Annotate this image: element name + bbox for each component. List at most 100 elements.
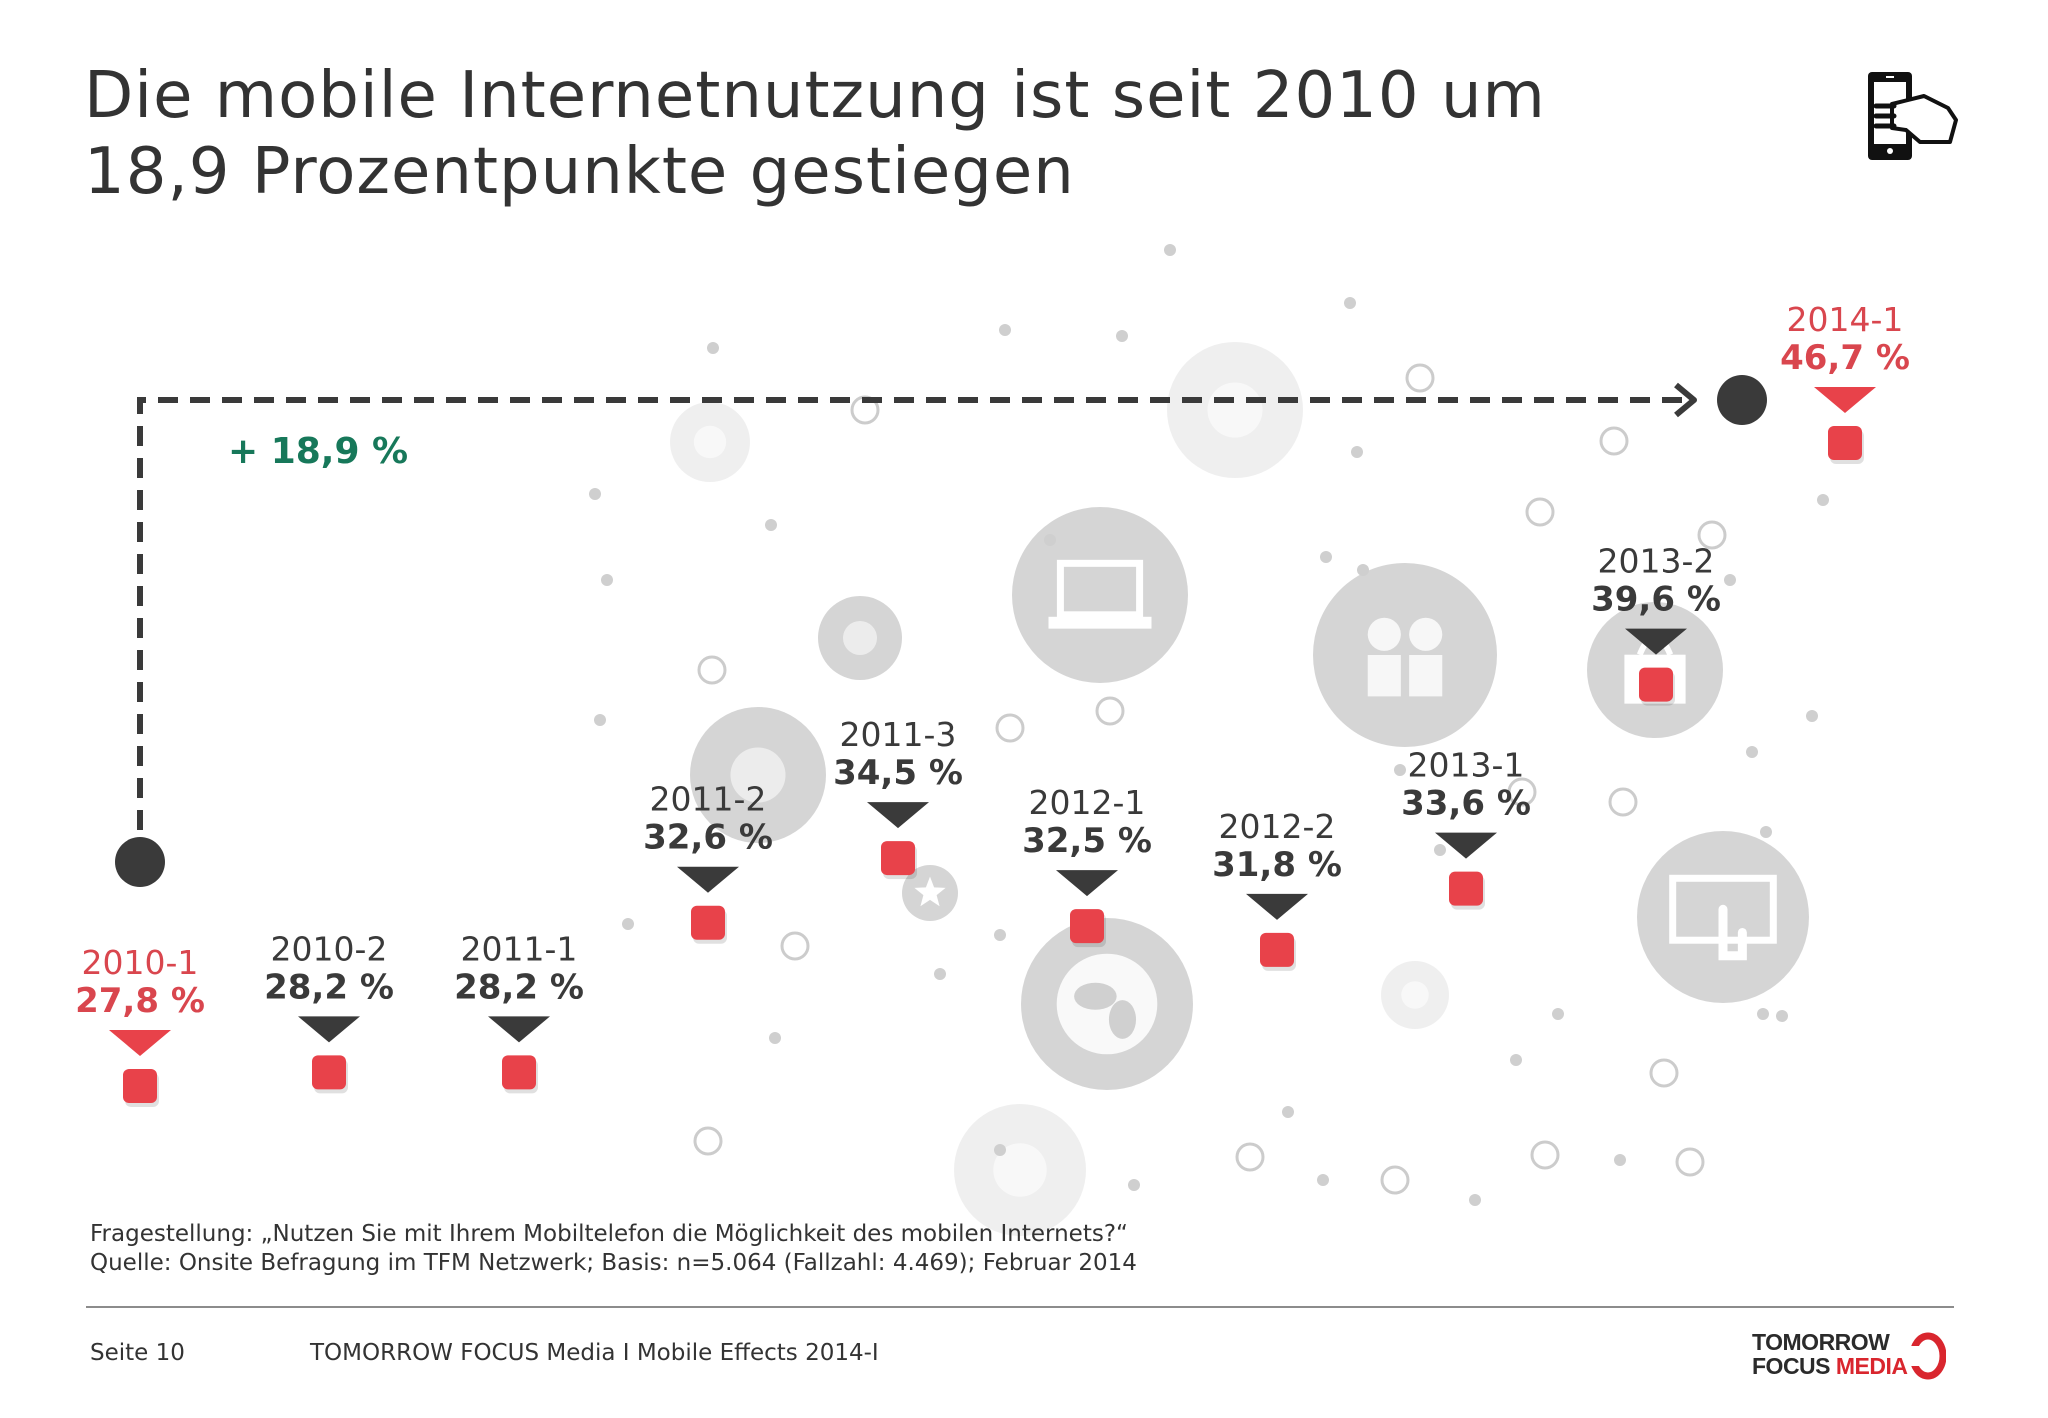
decor-ring bbox=[1095, 696, 1125, 726]
marker-2014-1 bbox=[1828, 426, 1862, 461]
page-number: Seite 10 bbox=[90, 1340, 185, 1366]
value-label-2013-1: 33,6 % bbox=[1401, 784, 1531, 824]
decor-dot bbox=[1044, 534, 1056, 546]
pointer-triangle-2010-1 bbox=[109, 1030, 171, 1056]
company-logo: TOMORROW FOCUS MEDIA bbox=[1752, 1328, 1962, 1384]
decor-dot bbox=[1357, 564, 1369, 576]
guide-end-dot bbox=[1717, 375, 1767, 425]
increase-guide-line bbox=[137, 397, 1692, 862]
decor-dot bbox=[1282, 1106, 1294, 1118]
page-title: Die mobile Internetnutzung ist seit 2010… bbox=[84, 58, 1784, 210]
laptop-icon bbox=[1012, 507, 1188, 683]
globe-icon bbox=[1021, 918, 1193, 1090]
decor-dot bbox=[589, 488, 601, 500]
decor-ring bbox=[1675, 1147, 1705, 1177]
pointer-triangle-2013-1 bbox=[1435, 832, 1497, 859]
pointer-triangle-2012-1 bbox=[1056, 870, 1118, 897]
footnote-source: Quelle: Onsite Befragung im TFM Netzwerk… bbox=[90, 1250, 1137, 1276]
category-label-2011-3: 2011-3 bbox=[840, 715, 957, 754]
decor-dot bbox=[1344, 297, 1356, 309]
marker-2011-3 bbox=[881, 841, 915, 876]
chat-icon bbox=[1167, 342, 1303, 478]
smartphone-hand-icon bbox=[1868, 72, 1958, 160]
decor-dot bbox=[1757, 1008, 1769, 1020]
decor-dot bbox=[1394, 764, 1406, 776]
data-point-2011-1: 28,2 %2011-1 bbox=[454, 929, 584, 1094]
decor-dot bbox=[765, 519, 777, 531]
logo-mark-icon bbox=[1906, 1332, 1946, 1380]
decor-dot bbox=[1552, 1008, 1564, 1020]
notepad-icon bbox=[690, 707, 826, 843]
decor-ring bbox=[1649, 1058, 1679, 1088]
bird-icon bbox=[818, 596, 902, 680]
decor-dot bbox=[994, 929, 1006, 941]
marker-2013-1 bbox=[1449, 871, 1483, 906]
decor-ring bbox=[1599, 426, 1629, 456]
decor-ring bbox=[1405, 363, 1435, 393]
music-icon bbox=[954, 1104, 1086, 1236]
footnote-question: Fragestellung: „Nutzen Sie mit Ihrem Mob… bbox=[90, 1221, 1128, 1247]
decor-ring bbox=[1380, 1165, 1410, 1195]
category-label-2013-1: 2013-1 bbox=[1408, 746, 1525, 785]
decor-ring bbox=[1507, 777, 1537, 807]
title-line-1: Die mobile Internetnutzung ist seit 2010… bbox=[84, 59, 1546, 133]
data-point-2011-3: 34,5 %2011-3 bbox=[833, 715, 963, 880]
category-label-2010-1: 2010-1 bbox=[82, 943, 199, 982]
decor-ring bbox=[1697, 520, 1727, 550]
pointer-triangle-2014-1 bbox=[1814, 387, 1876, 414]
decor-dot bbox=[707, 342, 719, 354]
decor-ring bbox=[780, 931, 810, 961]
decor-ring bbox=[693, 1126, 723, 1156]
data-point-2013-2: 39,6 %2013-2 bbox=[1591, 542, 1721, 706]
decor-dot bbox=[601, 574, 613, 586]
data-point-2011-2: 32,6 %2011-2 bbox=[643, 780, 773, 944]
category-label-2011-1: 2011-1 bbox=[461, 929, 578, 968]
decor-dot bbox=[1434, 844, 1446, 856]
report-title: TOMORROW FOCUS Media I Mobile Effects 20… bbox=[310, 1340, 879, 1366]
decor-dot bbox=[1817, 494, 1829, 506]
decor-dot bbox=[1776, 1010, 1788, 1022]
value-label-2013-2: 39,6 % bbox=[1591, 580, 1721, 620]
decor-dot bbox=[1469, 1194, 1481, 1206]
decor-dot bbox=[934, 968, 946, 980]
decor-ring bbox=[697, 655, 727, 685]
data-point-2014-1: 46,7 %2014-1 bbox=[1780, 300, 1910, 465]
data-point-2010-2: 28,2 %2010-2 bbox=[264, 929, 394, 1094]
category-label-2012-2: 2012-2 bbox=[1219, 807, 1336, 846]
category-label-2012-1: 2012-1 bbox=[1029, 783, 1146, 822]
logo-line-2: FOCUS MEDIA bbox=[1752, 1353, 1908, 1379]
increase-annotation: + 18,9 % bbox=[228, 431, 408, 472]
decor-dot bbox=[1510, 1054, 1522, 1066]
decor-ring bbox=[1525, 497, 1555, 527]
pointer-triangle-2013-2 bbox=[1625, 628, 1687, 655]
value-label-2011-2: 32,6 % bbox=[643, 818, 773, 858]
marker-2010-2 bbox=[312, 1055, 346, 1090]
bubble-icon bbox=[1381, 961, 1449, 1029]
decor-dot bbox=[1760, 826, 1772, 838]
marker-2010-1 bbox=[123, 1069, 157, 1103]
marker-2012-1 bbox=[1070, 909, 1104, 944]
data-points: 27,8 %2010-128,2 %2010-228,2 %2011-132,6… bbox=[75, 300, 1910, 1107]
pointer-triangle-2012-2 bbox=[1246, 893, 1308, 920]
data-point-2012-2: 31,8 %2012-2 bbox=[1212, 807, 1342, 971]
category-label-2010-2: 2010-2 bbox=[271, 929, 388, 968]
decor-dot bbox=[1116, 330, 1128, 342]
decor-ring bbox=[995, 713, 1025, 743]
data-point-2012-1: 32,5 %2012-1 bbox=[1022, 783, 1152, 948]
decor-dot bbox=[594, 714, 606, 726]
people-icon bbox=[1313, 563, 1497, 747]
decor-dot bbox=[1614, 1154, 1626, 1166]
decor-dot bbox=[1164, 244, 1176, 256]
data-point-2010-1: 27,8 %2010-1 bbox=[75, 943, 205, 1107]
value-label-2011-1: 28,2 % bbox=[454, 967, 584, 1007]
category-label-2011-2: 2011-2 bbox=[650, 780, 767, 819]
decor-dot bbox=[1317, 1174, 1329, 1186]
title-line-2: 18,9 Prozentpunkte gestiegen bbox=[84, 135, 1075, 209]
decor-ring bbox=[1608, 787, 1638, 817]
background-decoration bbox=[589, 244, 1856, 1236]
decor-dot bbox=[1724, 574, 1736, 586]
decor-ring bbox=[1530, 1140, 1560, 1170]
arrow-head-icon bbox=[1674, 382, 1697, 418]
decor-dot bbox=[1128, 1179, 1140, 1191]
